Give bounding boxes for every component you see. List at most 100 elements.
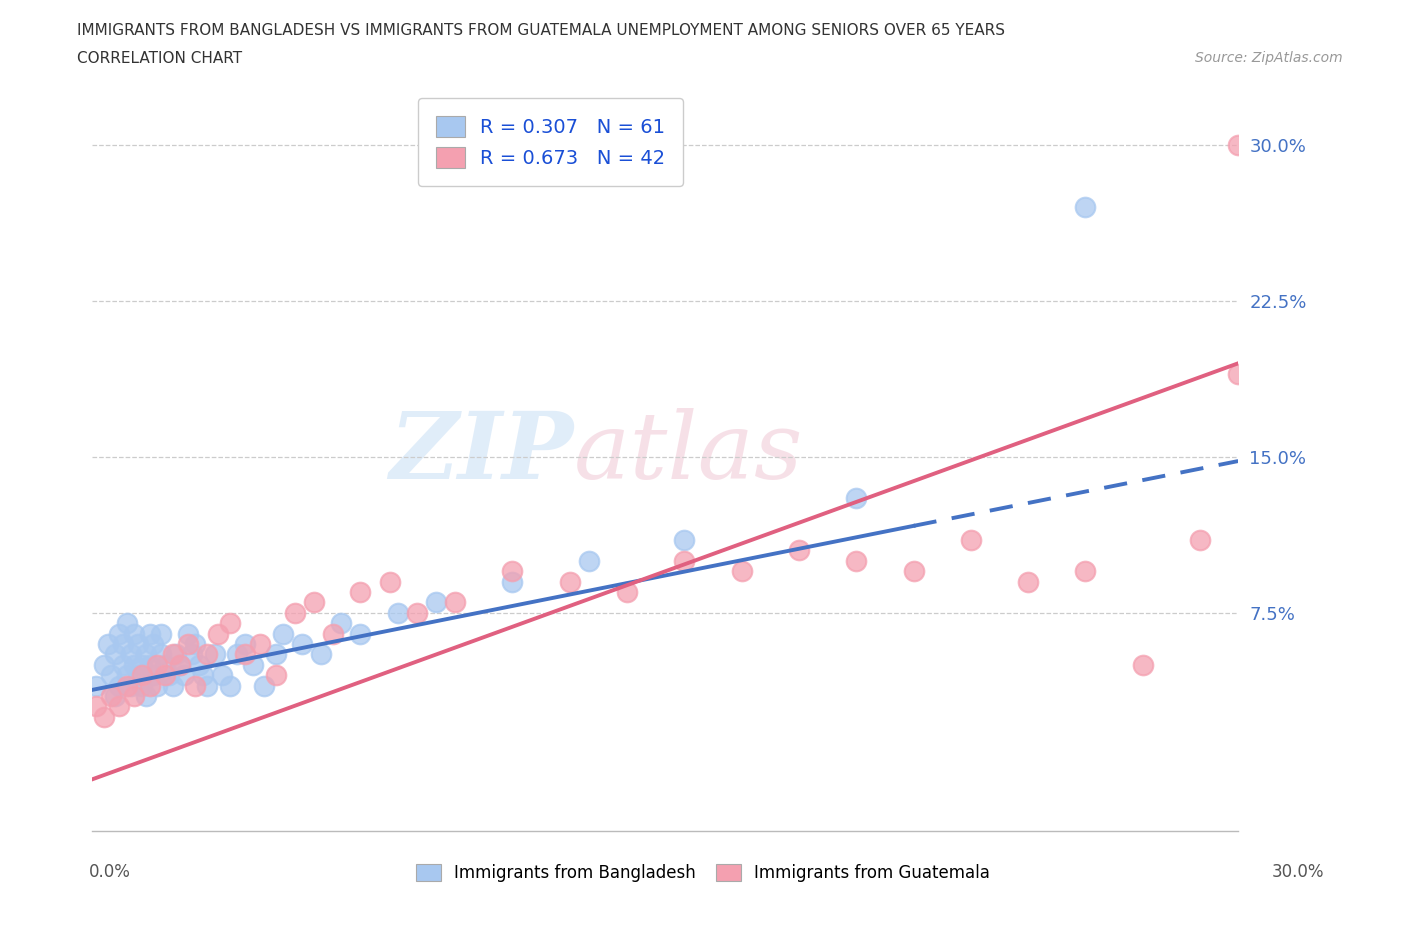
Point: [1132, 658, 1154, 672]
Point: [195, 678, 218, 693]
Point: [425, 595, 447, 610]
Text: ZIP: ZIP: [389, 407, 574, 498]
Point: [233, 647, 256, 662]
Point: [153, 668, 176, 683]
Point: [165, 647, 187, 662]
Point: [380, 574, 402, 589]
Point: [104, 647, 127, 662]
Point: [264, 668, 287, 683]
Point: [271, 626, 294, 641]
Point: [131, 668, 153, 683]
Point: [162, 647, 184, 662]
Text: IMMIGRANTS FROM BANGLADESH VS IMMIGRANTS FROM GUATEMALA UNEMPLOYMENT AMONG SENIO: IMMIGRANTS FROM BANGLADESH VS IMMIGRANTS…: [77, 23, 1005, 38]
Point: [1074, 200, 1097, 215]
Text: CORRELATION CHART: CORRELATION CHART: [77, 51, 242, 66]
Point: [233, 637, 256, 652]
Point: [578, 553, 600, 568]
Point: [264, 647, 287, 662]
Point: [115, 668, 138, 683]
Point: [291, 637, 314, 652]
Point: [93, 658, 115, 672]
Text: atlas: atlas: [574, 407, 803, 498]
Point: [142, 637, 165, 652]
Point: [131, 678, 153, 693]
Point: [104, 688, 127, 703]
Text: 0.0%: 0.0%: [89, 863, 131, 881]
Text: 30.0%: 30.0%: [1272, 863, 1324, 881]
Point: [135, 688, 157, 703]
Point: [184, 637, 207, 652]
Point: [730, 564, 752, 578]
Point: [124, 688, 146, 703]
Point: [1017, 574, 1039, 589]
Point: [150, 647, 173, 662]
Point: [207, 626, 229, 641]
Point: [93, 710, 115, 724]
Point: [787, 543, 810, 558]
Point: [100, 688, 122, 703]
Point: [349, 626, 371, 641]
Point: [501, 574, 523, 589]
Point: [218, 678, 240, 693]
Point: [97, 637, 120, 652]
Point: [1227, 138, 1250, 153]
Point: [162, 678, 184, 693]
Point: [302, 595, 325, 610]
Point: [108, 678, 131, 693]
Point: [1188, 533, 1211, 548]
Point: [184, 678, 207, 693]
Point: [329, 616, 352, 631]
Point: [111, 658, 134, 672]
Point: [558, 574, 581, 589]
Point: [120, 678, 142, 693]
Point: [138, 626, 160, 641]
Point: [845, 553, 868, 568]
Point: [120, 647, 142, 662]
Point: [169, 658, 191, 672]
Point: [249, 637, 271, 652]
Point: [150, 626, 173, 641]
Point: [253, 678, 276, 693]
Point: [845, 491, 868, 506]
Point: [903, 564, 925, 578]
Point: [177, 626, 200, 641]
Point: [501, 564, 523, 578]
Point: [349, 585, 371, 600]
Point: [673, 533, 696, 548]
Point: [959, 533, 981, 548]
Point: [1227, 366, 1250, 381]
Point: [173, 668, 195, 683]
Point: [84, 699, 107, 714]
Point: [146, 658, 169, 672]
Legend: Immigrants from Bangladesh, Immigrants from Guatemala: Immigrants from Bangladesh, Immigrants f…: [409, 857, 997, 889]
Point: [195, 647, 218, 662]
Point: [169, 658, 191, 672]
Point: [142, 668, 165, 683]
Point: [100, 668, 122, 683]
Point: [242, 658, 264, 672]
Point: [322, 626, 344, 641]
Point: [211, 668, 233, 683]
Point: [157, 668, 180, 683]
Point: [387, 605, 409, 620]
Point: [284, 605, 307, 620]
Point: [177, 637, 200, 652]
Point: [124, 626, 146, 641]
Point: [127, 668, 149, 683]
Point: [311, 647, 333, 662]
Point: [131, 658, 153, 672]
Point: [108, 626, 131, 641]
Point: [108, 699, 131, 714]
Point: [1074, 564, 1097, 578]
Point: [138, 658, 160, 672]
Point: [444, 595, 467, 610]
Point: [153, 658, 176, 672]
Point: [673, 553, 696, 568]
Legend: R = 0.307   N = 61, R = 0.673   N = 42: R = 0.307 N = 61, R = 0.673 N = 42: [418, 99, 683, 186]
Point: [406, 605, 429, 620]
Point: [180, 647, 202, 662]
Point: [124, 658, 146, 672]
Point: [616, 585, 638, 600]
Point: [127, 637, 149, 652]
Point: [84, 678, 107, 693]
